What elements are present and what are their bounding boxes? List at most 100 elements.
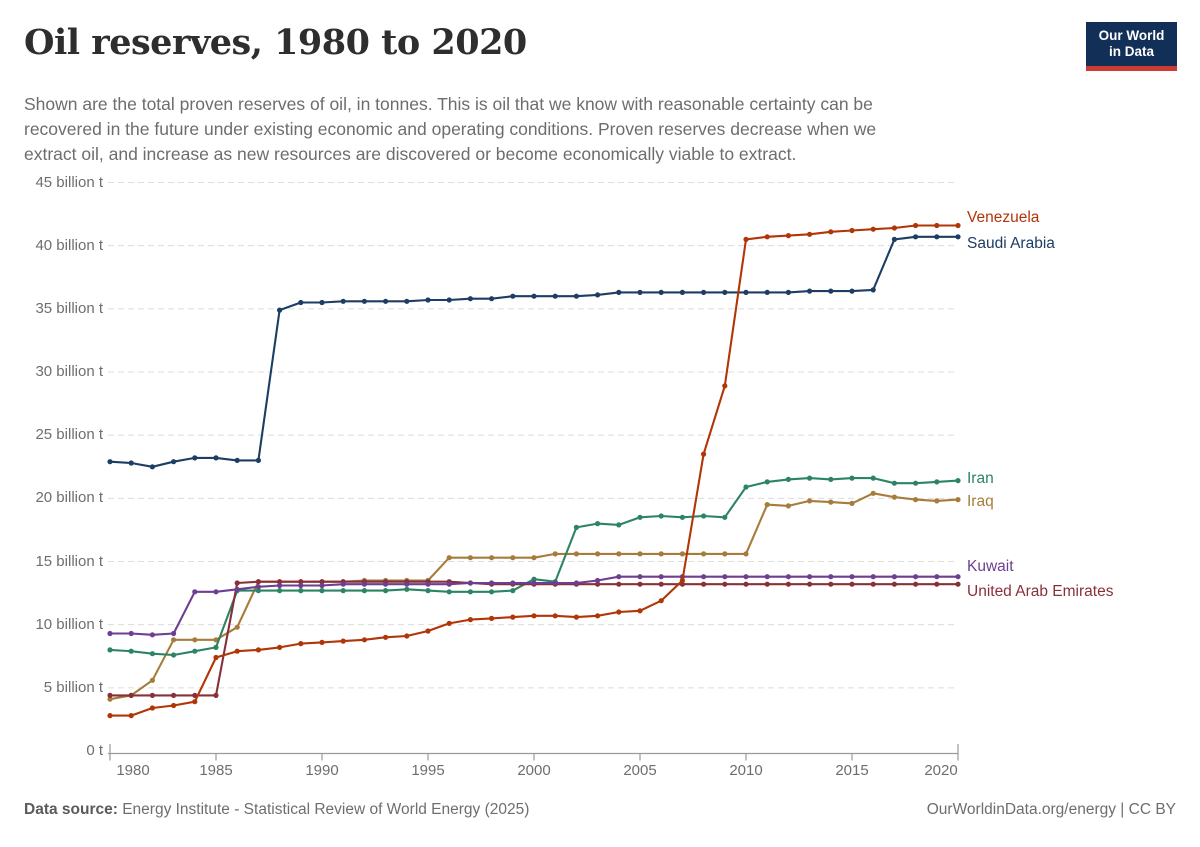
data-point-iran[interactable] — [383, 588, 389, 594]
data-point-iraq[interactable] — [637, 551, 643, 557]
data-point-iran[interactable] — [743, 484, 749, 490]
data-point-iraq[interactable] — [149, 677, 155, 683]
data-point-saudi-arabia[interactable] — [849, 288, 855, 294]
data-point-venezuela[interactable] — [722, 383, 728, 389]
data-point-venezuela[interactable] — [552, 613, 558, 619]
data-point-iraq[interactable] — [573, 551, 580, 557]
data-point-iraq[interactable] — [764, 502, 770, 508]
data-point-venezuela[interactable] — [128, 713, 134, 719]
data-point-iran[interactable] — [870, 475, 876, 481]
data-point-saudi-arabia[interactable] — [743, 289, 749, 295]
data-point-kuwait[interactable] — [213, 589, 219, 595]
data-point-kuwait[interactable] — [722, 574, 728, 580]
data-point-iran[interactable] — [764, 479, 770, 485]
data-point-saudi-arabia[interactable] — [595, 292, 601, 298]
owid-logo[interactable]: Our World in Data — [1086, 22, 1177, 71]
data-point-kuwait[interactable] — [298, 582, 304, 589]
data-point-iraq[interactable] — [870, 490, 876, 496]
data-point-iraq[interactable] — [658, 551, 664, 557]
series-line-iraq[interactable] — [109, 492, 959, 701]
data-point-iran[interactable] — [446, 589, 452, 595]
data-point-venezuela[interactable] — [489, 615, 495, 622]
data-point-venezuela[interactable] — [149, 705, 155, 711]
data-point-iraq[interactable] — [679, 551, 686, 557]
data-point-united-arab-emirates[interactable] — [807, 581, 813, 587]
data-point-saudi-arabia[interactable] — [277, 307, 283, 313]
data-point-kuwait[interactable] — [192, 589, 198, 595]
data-point-iran[interactable] — [149, 651, 155, 657]
data-point-kuwait[interactable] — [701, 574, 707, 580]
data-point-venezuela[interactable] — [849, 227, 855, 234]
data-point-iraq[interactable] — [807, 498, 813, 504]
data-point-iran[interactable] — [128, 648, 134, 654]
data-point-iraq[interactable] — [595, 551, 601, 557]
data-point-united-arab-emirates[interactable] — [743, 581, 749, 587]
data-point-iraq[interactable] — [467, 555, 473, 561]
data-point-iran[interactable] — [595, 521, 601, 527]
data-point-united-arab-emirates[interactable] — [128, 692, 134, 699]
data-point-iran[interactable] — [171, 652, 177, 658]
data-point-iran[interactable] — [955, 478, 961, 484]
data-point-kuwait[interactable] — [149, 632, 155, 638]
data-point-kuwait[interactable] — [446, 581, 452, 587]
data-point-venezuela[interactable] — [319, 639, 325, 646]
data-point-iran[interactable] — [425, 588, 431, 594]
data-point-iran[interactable] — [531, 576, 537, 582]
data-point-saudi-arabia[interactable] — [128, 460, 134, 466]
data-point-united-arab-emirates[interactable] — [785, 581, 792, 587]
data-point-kuwait[interactable] — [531, 580, 537, 586]
data-point-iraq[interactable] — [722, 551, 728, 557]
data-point-saudi-arabia[interactable] — [213, 455, 219, 461]
data-point-iran[interactable] — [849, 475, 855, 481]
data-point-venezuela[interactable] — [637, 608, 643, 614]
data-point-saudi-arabia[interactable] — [510, 293, 516, 299]
data-point-united-arab-emirates[interactable] — [955, 581, 961, 587]
data-point-iran[interactable] — [573, 524, 580, 531]
data-point-kuwait[interactable] — [171, 630, 177, 637]
data-point-united-arab-emirates[interactable] — [637, 581, 643, 587]
data-point-saudi-arabia[interactable] — [573, 293, 580, 299]
data-point-saudi-arabia[interactable] — [955, 234, 961, 240]
data-point-kuwait[interactable] — [934, 574, 940, 580]
data-point-iran[interactable] — [192, 648, 198, 654]
data-point-kuwait[interactable] — [361, 581, 367, 587]
data-point-kuwait[interactable] — [128, 630, 134, 637]
data-point-venezuela[interactable] — [425, 628, 431, 634]
data-point-venezuela[interactable] — [913, 222, 919, 229]
data-point-venezuela[interactable] — [383, 634, 389, 640]
data-point-kuwait[interactable] — [573, 580, 580, 586]
data-point-kuwait[interactable] — [637, 574, 643, 580]
data-point-venezuela[interactable] — [107, 713, 113, 719]
data-point-iraq[interactable] — [849, 500, 855, 506]
data-point-iraq[interactable] — [616, 551, 622, 557]
data-point-saudi-arabia[interactable] — [171, 459, 177, 465]
data-point-united-arab-emirates[interactable] — [234, 580, 240, 586]
data-point-iraq[interactable] — [552, 551, 558, 557]
data-point-kuwait[interactable] — [658, 574, 664, 580]
data-point-saudi-arabia[interactable] — [298, 299, 304, 306]
data-point-venezuela[interactable] — [934, 222, 940, 229]
data-point-iraq[interactable] — [785, 503, 792, 509]
data-point-saudi-arabia[interactable] — [319, 299, 325, 306]
data-point-iraq[interactable] — [891, 494, 898, 500]
data-point-saudi-arabia[interactable] — [828, 288, 834, 294]
series-label-iran[interactable]: Iran — [967, 469, 994, 487]
data-point-iran[interactable] — [934, 479, 940, 485]
data-point-kuwait[interactable] — [785, 574, 792, 580]
data-point-iran[interactable] — [722, 514, 728, 520]
data-point-united-arab-emirates[interactable] — [171, 692, 177, 699]
data-point-iraq[interactable] — [701, 551, 707, 557]
data-point-united-arab-emirates[interactable] — [722, 581, 728, 587]
data-point-kuwait[interactable] — [807, 574, 813, 580]
data-point-iraq[interactable] — [828, 499, 834, 505]
attribution-link[interactable]: OurWorldinData.org/energy | CC BY — [926, 801, 1176, 818]
data-point-kuwait[interactable] — [404, 581, 410, 587]
data-point-saudi-arabia[interactable] — [489, 296, 495, 302]
data-point-iraq[interactable] — [913, 497, 919, 503]
data-point-iran[interactable] — [298, 588, 304, 594]
data-point-saudi-arabia[interactable] — [383, 298, 389, 304]
data-point-iran[interactable] — [277, 588, 283, 594]
data-point-kuwait[interactable] — [595, 577, 601, 584]
data-point-iran[interactable] — [319, 588, 325, 594]
data-point-venezuela[interactable] — [955, 222, 961, 229]
